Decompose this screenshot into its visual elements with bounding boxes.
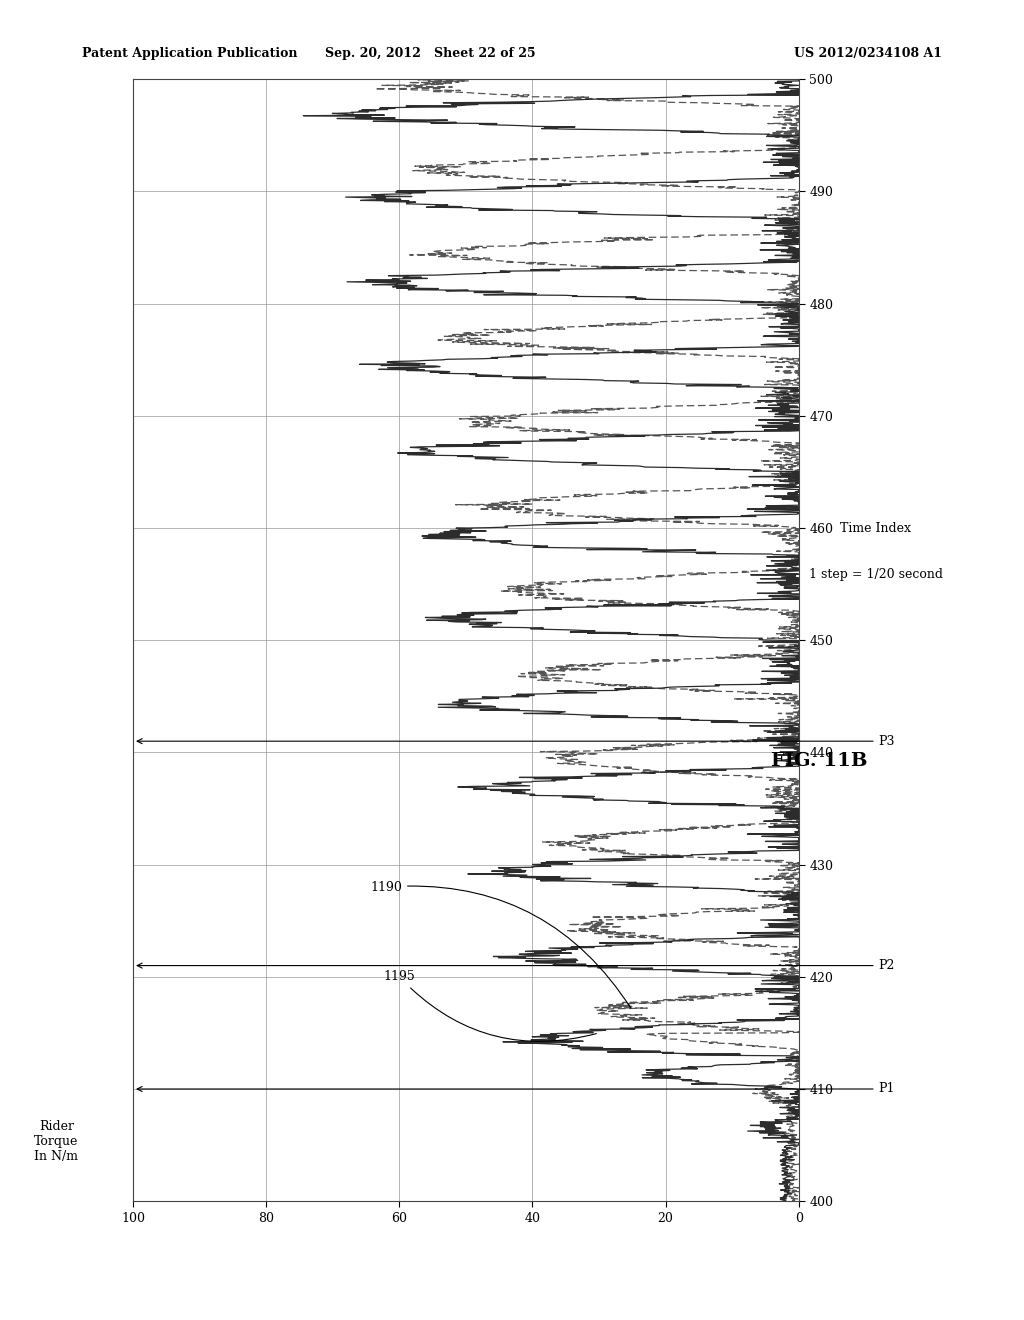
Text: 1195: 1195: [383, 970, 596, 1041]
Text: 1 step = 1/20 second: 1 step = 1/20 second: [809, 568, 942, 581]
Text: US 2012/0234108 A1: US 2012/0234108 A1: [794, 46, 942, 59]
Text: P3: P3: [137, 735, 895, 747]
Text: Time Index: Time Index: [840, 521, 911, 535]
Text: Rider
Torque
In N/m: Rider Torque In N/m: [34, 1121, 79, 1163]
Text: Sep. 20, 2012   Sheet 22 of 25: Sep. 20, 2012 Sheet 22 of 25: [325, 46, 536, 59]
Text: Patent Application Publication: Patent Application Publication: [82, 46, 297, 59]
Text: 1190: 1190: [370, 880, 631, 1008]
Text: P1: P1: [137, 1082, 895, 1096]
Text: P2: P2: [137, 960, 895, 972]
Text: FIG. 11B: FIG. 11B: [771, 751, 867, 770]
